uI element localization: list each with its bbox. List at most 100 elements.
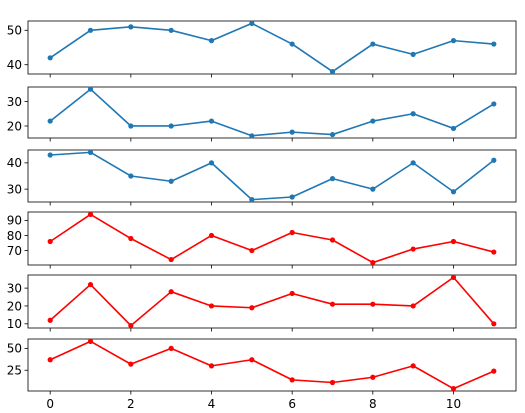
data-point bbox=[370, 41, 376, 47]
subplot-6: 25 50 0 2 4 6 8 10 bbox=[7, 338, 517, 411]
axes-frame bbox=[27, 211, 517, 266]
data-point bbox=[370, 301, 376, 307]
data-point bbox=[47, 238, 53, 245]
y-tick-label: 10 bbox=[7, 317, 22, 331]
data-point bbox=[450, 189, 457, 195]
data-point bbox=[249, 133, 255, 139]
data-point bbox=[128, 361, 134, 367]
series-line bbox=[49, 22, 494, 73]
data-point bbox=[329, 301, 336, 307]
data-point bbox=[491, 249, 497, 255]
data-point bbox=[87, 338, 94, 344]
data-point bbox=[47, 118, 53, 124]
data-point bbox=[410, 51, 416, 57]
data-point bbox=[128, 173, 134, 179]
data-point bbox=[249, 305, 255, 311]
data-point bbox=[249, 20, 255, 27]
x-tick-label: 10 bbox=[446, 397, 461, 411]
data-point bbox=[491, 157, 497, 163]
y-tick-label: 70 bbox=[7, 244, 22, 258]
data-point bbox=[208, 38, 215, 44]
data-point bbox=[128, 123, 134, 129]
series-line bbox=[49, 88, 495, 137]
data-point bbox=[128, 24, 134, 30]
data-point bbox=[128, 235, 134, 242]
data-point bbox=[208, 303, 215, 309]
y-tick-label: 40 bbox=[7, 156, 22, 170]
data-point bbox=[491, 101, 497, 107]
data-point bbox=[87, 281, 94, 288]
series-line bbox=[49, 276, 495, 327]
data-point bbox=[450, 38, 457, 44]
data-point bbox=[87, 27, 94, 33]
data-point bbox=[47, 55, 53, 61]
data-point bbox=[47, 357, 53, 363]
data-point bbox=[87, 211, 94, 218]
y-tick-label: 80 bbox=[7, 229, 22, 243]
data-point bbox=[168, 256, 174, 263]
subplot-5: 10 20 30 bbox=[7, 274, 517, 332]
data-point bbox=[329, 176, 336, 182]
series-line bbox=[49, 340, 495, 390]
x-tick-label: 8 bbox=[369, 397, 377, 411]
data-point bbox=[168, 289, 174, 295]
data-point bbox=[289, 129, 295, 135]
data-point bbox=[47, 152, 53, 158]
axes-frame bbox=[27, 274, 517, 329]
data-point bbox=[47, 317, 53, 323]
data-point bbox=[329, 379, 336, 386]
data-point bbox=[370, 186, 376, 192]
y-tick-label: 30 bbox=[7, 95, 22, 109]
series-line bbox=[50, 151, 495, 201]
y-tick-label: 20 bbox=[7, 299, 22, 313]
data-point bbox=[289, 194, 295, 200]
subplot-3: 30 40 bbox=[7, 149, 517, 206]
data-point bbox=[289, 229, 295, 236]
data-point bbox=[168, 123, 174, 129]
data-point bbox=[208, 118, 215, 124]
data-point bbox=[410, 363, 416, 369]
data-point bbox=[410, 160, 416, 166]
data-point bbox=[491, 41, 497, 47]
x-tick-label: 4 bbox=[208, 397, 216, 411]
data-point bbox=[249, 247, 255, 254]
y-tick-label: 50 bbox=[7, 342, 22, 356]
data-point bbox=[289, 377, 295, 383]
data-point bbox=[491, 368, 497, 374]
y-tick-label: 40 bbox=[7, 58, 22, 72]
data-point bbox=[329, 131, 336, 138]
data-point bbox=[87, 149, 94, 155]
data-point bbox=[410, 303, 416, 309]
data-point bbox=[168, 178, 174, 184]
data-point bbox=[450, 386, 457, 392]
data-point bbox=[208, 160, 215, 166]
data-point bbox=[249, 357, 255, 363]
axes-frame bbox=[27, 338, 517, 392]
data-point bbox=[329, 237, 336, 243]
axes-frame bbox=[27, 149, 517, 203]
data-point bbox=[450, 238, 457, 245]
data-point bbox=[289, 41, 295, 47]
data-point bbox=[208, 363, 215, 369]
data-point bbox=[168, 345, 174, 351]
data-point bbox=[410, 111, 416, 117]
x-tick-label: 2 bbox=[127, 397, 135, 411]
y-tick-label: 20 bbox=[7, 119, 22, 133]
data-point bbox=[289, 290, 295, 297]
subplot-1: 40 50 bbox=[7, 20, 517, 78]
data-point bbox=[491, 321, 497, 327]
y-tick-label: 30 bbox=[7, 182, 22, 196]
data-point bbox=[249, 197, 255, 203]
data-point bbox=[329, 68, 336, 75]
data-point bbox=[450, 274, 457, 281]
y-tick-label: 25 bbox=[7, 364, 22, 378]
data-point bbox=[370, 118, 376, 124]
data-point bbox=[370, 374, 376, 380]
data-point bbox=[128, 322, 134, 329]
data-point bbox=[168, 27, 174, 33]
data-point bbox=[370, 259, 376, 266]
x-tick-label: 6 bbox=[288, 397, 296, 411]
